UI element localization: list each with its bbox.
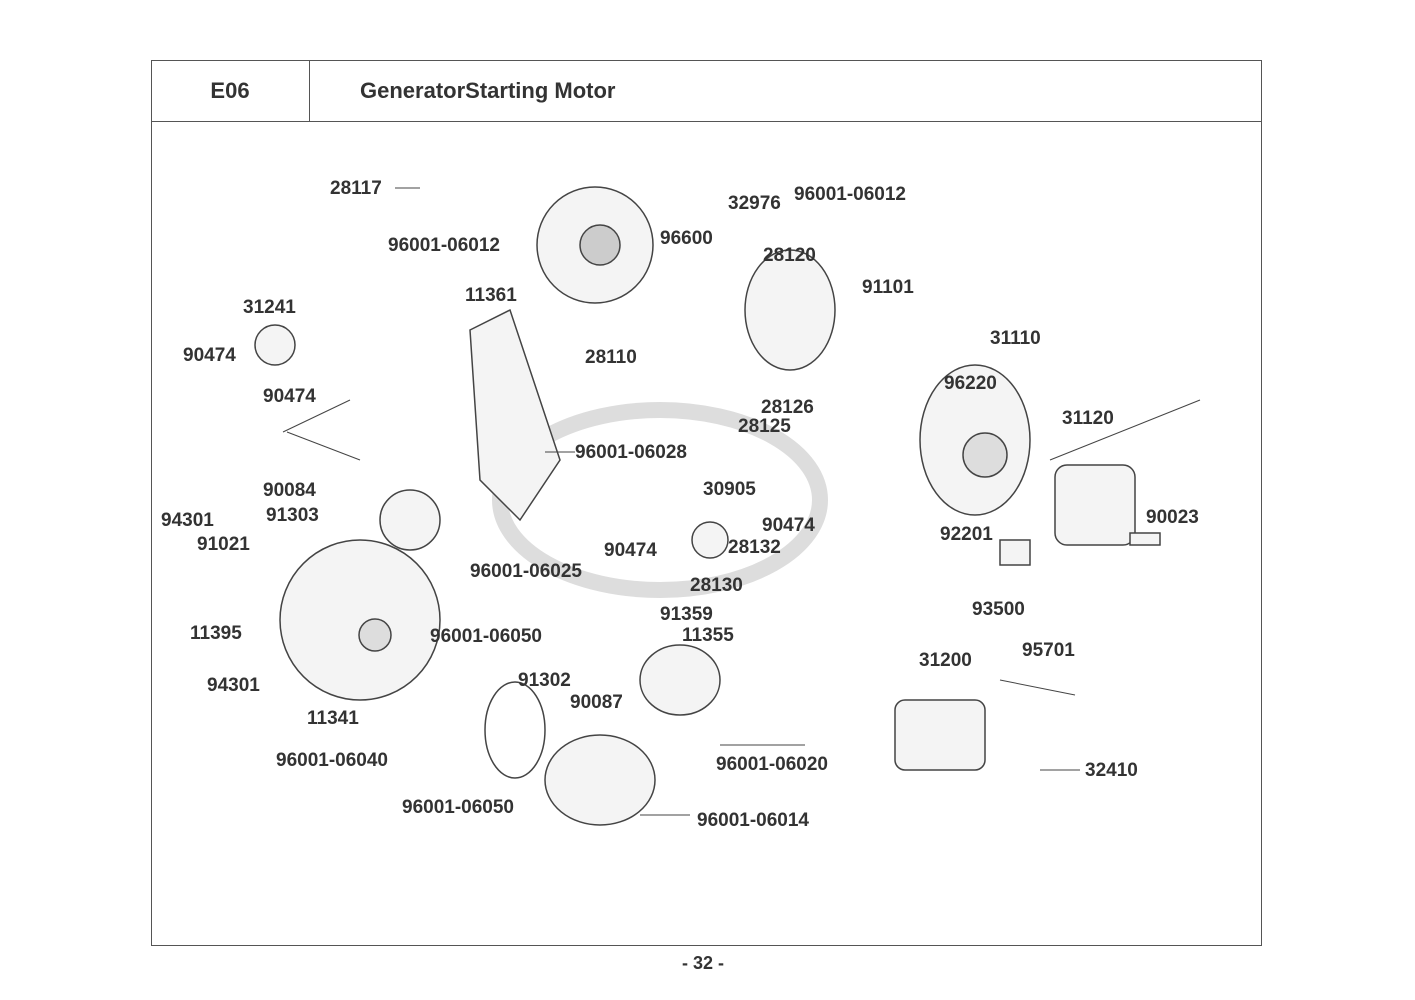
part-label: 96001-06012 bbox=[794, 184, 906, 205]
diagram-frame bbox=[151, 60, 1262, 946]
part-label: 91359 bbox=[660, 604, 713, 625]
part-label: 31110 bbox=[990, 328, 1041, 349]
part-label: 96001-06020 bbox=[716, 754, 828, 775]
part-label: 90087 bbox=[570, 692, 623, 713]
part-label: 11341 bbox=[307, 708, 359, 729]
part-label: 32976 bbox=[728, 193, 781, 214]
part-label: 28126 bbox=[761, 397, 814, 418]
starter-idle-gear bbox=[254, 324, 296, 366]
part-label: 90474 bbox=[183, 345, 236, 366]
part-label: 96001-06050 bbox=[430, 626, 542, 647]
part-label: 90474 bbox=[604, 540, 657, 561]
part-label: 28130 bbox=[690, 575, 743, 596]
part-label: 96600 bbox=[660, 228, 713, 249]
part-label: 28120 bbox=[763, 245, 816, 266]
part-label: 31200 bbox=[919, 650, 972, 671]
part-label: 30905 bbox=[703, 479, 756, 500]
kymco-cover bbox=[544, 734, 656, 826]
part-label: 96001-06025 bbox=[470, 561, 582, 582]
part-label: 11361 bbox=[465, 285, 517, 306]
part-label: 96001-06040 bbox=[276, 750, 388, 771]
part-label: 91303 bbox=[266, 505, 319, 526]
part-label: 96220 bbox=[944, 373, 997, 394]
part-label: 90023 bbox=[1146, 507, 1199, 528]
part-label: 31241 bbox=[243, 297, 296, 318]
part-label: 96001-06012 bbox=[388, 235, 500, 256]
part-label: 91302 bbox=[518, 670, 571, 691]
part-label: 31120 bbox=[1062, 408, 1114, 429]
generator-cover bbox=[279, 539, 441, 701]
part-label: 28125 bbox=[738, 416, 791, 437]
part-label: 96001-06050 bbox=[402, 797, 514, 818]
part-label: 94301 bbox=[161, 510, 214, 531]
part-label: 90474 bbox=[263, 386, 316, 407]
page-number: - 32 - bbox=[682, 953, 725, 973]
starting-motor bbox=[894, 699, 986, 771]
part-label: 11355 bbox=[682, 625, 734, 646]
stator-coil bbox=[1054, 464, 1136, 546]
part-label: 93500 bbox=[972, 599, 1025, 620]
section-title: GeneratorStarting Motor bbox=[310, 60, 1262, 122]
part-label: 96001-06014 bbox=[697, 810, 809, 831]
part-label: 90474 bbox=[762, 515, 815, 536]
part-label: 28110 bbox=[585, 347, 637, 368]
part-label: 94301 bbox=[207, 675, 260, 696]
clutch bbox=[639, 644, 721, 716]
part-label: 28117 bbox=[330, 178, 382, 199]
section-code: E06 bbox=[151, 60, 310, 122]
part-label: 90084 bbox=[263, 480, 316, 501]
part-label: 11395 bbox=[190, 623, 242, 644]
leader-lines bbox=[282, 187, 1201, 816]
flywheel-rotor bbox=[744, 249, 836, 371]
gear-cover bbox=[469, 308, 561, 522]
part-label: 91101 bbox=[862, 277, 914, 298]
part-label: 92201 bbox=[940, 524, 993, 545]
part-label: 96001-06028 bbox=[575, 442, 687, 463]
part-label: 91021 bbox=[197, 534, 250, 555]
part-label: 28132 bbox=[728, 537, 781, 558]
part-label: 95701 bbox=[1022, 640, 1075, 661]
part-label: 32410 bbox=[1085, 760, 1138, 781]
